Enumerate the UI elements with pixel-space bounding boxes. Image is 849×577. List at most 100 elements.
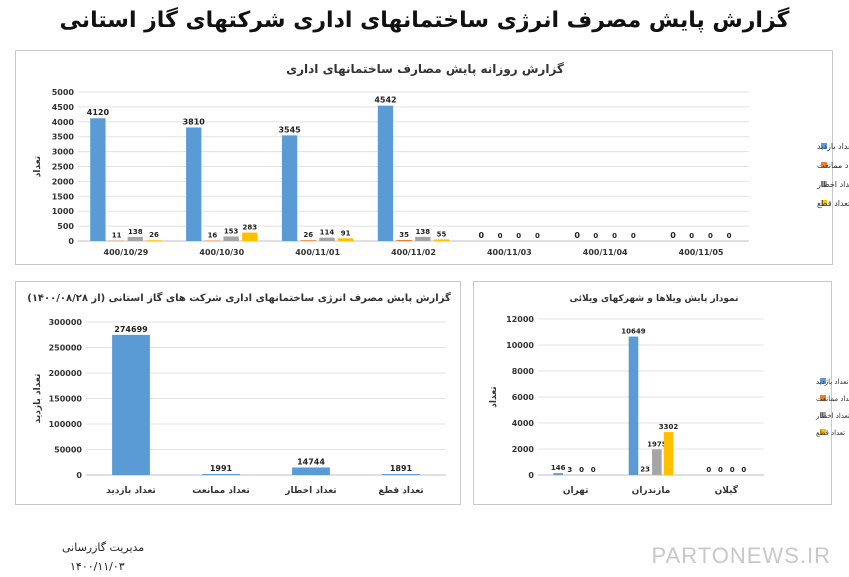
- legend-swatch: [821, 200, 827, 206]
- y-axis-label: تعداد بازدید: [33, 374, 43, 424]
- bar: [319, 237, 335, 241]
- legend-swatch: [820, 378, 826, 384]
- bar: [396, 239, 412, 241]
- legend-item: تعداد اخطار: [815, 412, 849, 420]
- bar: [292, 467, 330, 475]
- legend-swatch: [821, 162, 827, 168]
- cumulative-chart-panel: گزارش پایش مصرف انرژی ساختمانهای اداری ش…: [15, 281, 461, 505]
- bar: [202, 473, 240, 475]
- legend-item: تعداد بازدید: [817, 142, 849, 151]
- x-tick-label: 400/11/04: [583, 248, 628, 257]
- bar: [663, 432, 674, 475]
- bar: [628, 336, 639, 475]
- daily-chart-panel: گزارش روزانه پایش مصارف ساختمانهای اداری…: [15, 50, 849, 265]
- y-axis-label: تعداد: [489, 386, 499, 407]
- data-label: 3545: [278, 125, 301, 134]
- y-tick-label: 4000: [512, 419, 535, 428]
- data-label: 0: [708, 232, 713, 240]
- y-tick-label: 10000: [506, 341, 534, 350]
- villas-chart-panel: نمودار پایش ویلاها و شهرکهای ویلائی 0 2000…: [473, 281, 849, 505]
- legend-item: تعداد ممانعت: [817, 161, 849, 170]
- data-label: 1975: [647, 440, 667, 448]
- data-label: 16: [208, 232, 218, 240]
- footer-org: مدیریت گازرسانی: [62, 541, 145, 554]
- bar: [300, 240, 316, 241]
- chart-title: گزارش پایش مصرف انرژی ساختمانهای اداری ش…: [27, 291, 451, 304]
- data-label: 146: [551, 464, 566, 472]
- daily-chart: گزارش روزانه پایش مصارف ساختمانهای اداری…: [33, 62, 849, 257]
- data-label: 0: [727, 232, 732, 240]
- legend-swatch: [821, 143, 827, 149]
- bar: [112, 334, 150, 475]
- data-label: 0: [718, 466, 723, 474]
- footer-date: ۱۴۰۰/۱۱/۰۳: [70, 560, 125, 573]
- data-label: 0: [574, 231, 580, 240]
- y-tick-label: 3000: [52, 148, 75, 157]
- data-label: 0: [670, 231, 676, 240]
- bar: [146, 240, 162, 241]
- y-tick-label: 150000: [49, 395, 83, 404]
- data-label: 0: [612, 232, 617, 240]
- x-tick-label: تعداد اخطار: [284, 486, 336, 496]
- data-label: 10649: [621, 328, 645, 336]
- legend-swatch: [821, 181, 827, 187]
- watermark: PARTONEWS.IR: [651, 543, 831, 568]
- y-tick-label: 0: [76, 471, 82, 480]
- legend-swatch: [820, 395, 826, 401]
- data-label: 114: [320, 229, 335, 237]
- x-tick-label: 400/11/05: [679, 248, 724, 257]
- data-label: 55: [437, 230, 447, 238]
- data-label: 0: [730, 466, 735, 474]
- bar: [377, 105, 394, 241]
- y-tick-label: 4500: [52, 103, 75, 112]
- bar: [415, 236, 431, 241]
- data-label: 0: [689, 232, 694, 240]
- data-label: 0: [535, 232, 540, 240]
- bar: [242, 232, 258, 241]
- data-label: 23: [640, 466, 650, 474]
- legend-swatch: [820, 412, 826, 418]
- x-tick-label: تهران: [563, 486, 589, 496]
- cumulative-chart: گزارش پایش مصرف انرژی ساختمانهای اداری ش…: [27, 291, 451, 496]
- data-label: 0: [593, 232, 598, 240]
- data-label: 3: [567, 466, 572, 474]
- data-label: 0: [479, 231, 485, 240]
- bar: [652, 449, 662, 475]
- y-tick-label: 500: [57, 222, 74, 231]
- y-tick-label: 8000: [512, 367, 535, 376]
- y-tick-label: 1000: [52, 207, 75, 216]
- bar: [433, 239, 450, 241]
- y-tick-label: 200000: [49, 369, 83, 378]
- y-tick-label: 2500: [52, 163, 75, 172]
- y-axis-label: تعداد: [33, 156, 43, 177]
- data-label: 0: [591, 466, 596, 474]
- chart-title: نمودار پایش ویلاها و شهرکهای ویلائی: [570, 294, 739, 304]
- data-label: 0: [516, 232, 521, 240]
- report-title: گزارش پایش مصرف انرژی ساختمانهای اداری ش…: [59, 8, 790, 33]
- bar: [223, 236, 239, 241]
- data-label: 3302: [659, 423, 679, 431]
- x-tick-label: مازندران: [632, 486, 671, 496]
- y-tick-label: 6000: [512, 393, 535, 402]
- bar: [382, 474, 420, 475]
- x-tick-label: تعداد بازدید: [106, 486, 156, 496]
- x-tick-label: 400/11/02: [391, 248, 436, 257]
- data-label: 4120: [87, 108, 110, 117]
- data-label: 26: [149, 231, 159, 239]
- x-tick-label: تعداد قطع: [378, 486, 423, 496]
- data-label: 274699: [114, 325, 148, 334]
- data-label: 0: [498, 232, 503, 240]
- y-tick-label: 12000: [506, 315, 534, 324]
- x-tick-label: 400/11/01: [295, 248, 340, 257]
- y-tick-label: 300000: [49, 318, 83, 327]
- data-label: 138: [128, 228, 143, 236]
- bar: [281, 135, 298, 241]
- legend-item: تعداد بازدید: [816, 378, 849, 386]
- data-label: 138: [416, 228, 431, 236]
- y-tick-label: 2000: [52, 177, 75, 186]
- bar: [338, 238, 354, 241]
- y-tick-label: 4000: [52, 118, 75, 127]
- legend-item: تعداد قطع: [817, 199, 849, 208]
- y-tick-label: 50000: [54, 446, 82, 455]
- y-tick-label: 250000: [49, 344, 83, 353]
